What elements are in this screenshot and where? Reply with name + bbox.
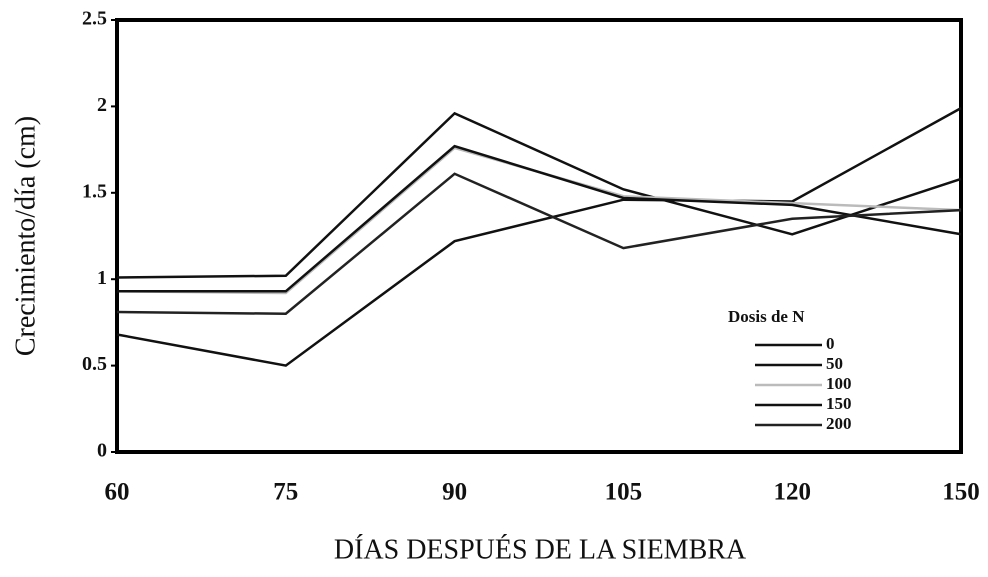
legend-label: 100 <box>826 374 852 393</box>
series-line <box>116 111 962 279</box>
y-tick-label: 2 <box>97 94 107 116</box>
x-tick-label: 90 <box>442 479 467 506</box>
x-tick-label: 120 <box>773 479 811 506</box>
legend-label: 200 <box>826 414 852 433</box>
legend-title: Dosis de N <box>728 307 805 326</box>
series-line <box>116 172 962 316</box>
legend-label: 50 <box>826 354 843 373</box>
x-tick-label: 75 <box>273 479 298 506</box>
legend-label: 150 <box>826 394 852 413</box>
y-tick-label: 1.5 <box>82 180 107 202</box>
y-axis-title: Crecimiento/día (cm) <box>10 116 41 356</box>
plot-frame <box>115 18 963 454</box>
series-line <box>116 107 962 367</box>
y-tick-label: 1 <box>97 267 107 289</box>
series-line <box>117 144 962 293</box>
y-tick-label: 2.5 <box>82 8 107 30</box>
y-tick-label: 0 <box>97 440 107 462</box>
x-axis-title: DÍAS DESPUÉS DE LA SIEMBRA <box>334 534 747 565</box>
x-tick-label: 105 <box>605 479 643 506</box>
legend-label: 0 <box>826 334 835 353</box>
y-tick-label: 0.5 <box>82 353 107 375</box>
x-tick-label: 60 <box>105 479 130 506</box>
x-tick-label: 150 <box>942 479 980 506</box>
